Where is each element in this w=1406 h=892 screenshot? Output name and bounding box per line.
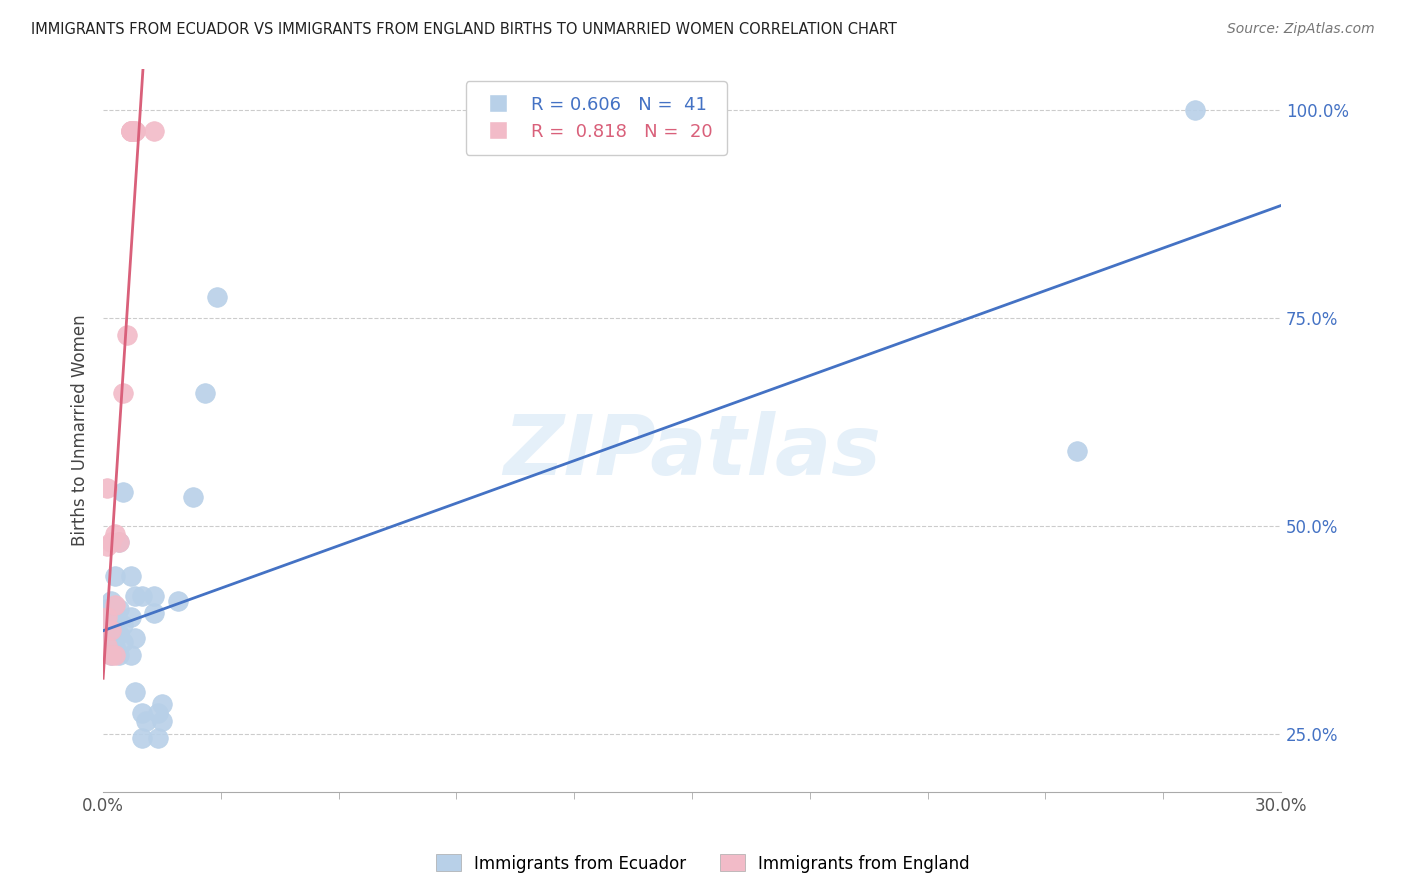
Point [194,385,217,400]
Point [150,698,173,712]
Point [183,490,205,504]
Point [104,648,127,662]
Point [104,623,127,637]
Point [143,590,166,604]
Point [120,124,142,138]
Point [108,535,131,549]
Point [143,606,166,620]
Point [104,598,127,612]
Point [131,731,153,745]
Point [108,535,131,549]
Point [100,631,122,645]
Point [104,568,127,582]
Point [120,648,142,662]
Point [108,626,131,640]
Point [124,124,146,138]
Point [120,610,142,624]
Text: Source: ZipAtlas.com: Source: ZipAtlas.com [1227,22,1375,37]
Point [111,635,134,649]
Point [96,610,118,624]
Point [135,714,157,728]
Point [120,124,142,138]
Point [96,615,118,629]
Point [111,485,134,500]
Text: ZIPatlas: ZIPatlas [503,411,882,492]
Point [108,648,131,662]
Point [96,639,118,653]
Point [96,623,118,637]
Point [111,385,134,400]
Point [100,535,122,549]
Text: IMMIGRANTS FROM ECUADOR VS IMMIGRANTS FROM ENGLAND BIRTHS TO UNMARRIED WOMEN COR: IMMIGRANTS FROM ECUADOR VS IMMIGRANTS FR… [31,22,897,37]
Point [146,731,169,745]
Point [120,124,142,138]
Point [120,568,142,582]
Point [100,593,122,607]
Point [1184,103,1206,117]
Point [124,590,146,604]
Point [96,602,118,616]
Point [131,706,153,720]
Legend: R = 0.606   N =  41, R =  0.818   N =  20: R = 0.606 N = 41, R = 0.818 N = 20 [465,81,727,155]
Point [115,327,138,342]
Point [104,527,127,541]
Point [150,714,173,728]
Point [120,124,142,138]
Point [124,631,146,645]
Point [96,481,118,495]
Point [100,648,122,662]
Point [104,606,127,620]
Point [143,124,166,138]
Point [131,590,153,604]
Point [100,648,122,662]
Point [205,290,228,304]
Point [1066,443,1088,458]
Point [124,124,146,138]
Point [96,639,118,653]
Point [124,685,146,699]
Y-axis label: Births to Unmarried Women: Births to Unmarried Women [72,314,89,546]
Point [146,706,169,720]
Legend: Immigrants from Ecuador, Immigrants from England: Immigrants from Ecuador, Immigrants from… [429,847,977,880]
Point [108,602,131,616]
Point [96,540,118,554]
Point [104,639,127,653]
Point [166,593,188,607]
Point [111,618,134,632]
Point [100,623,122,637]
Point [100,615,122,629]
